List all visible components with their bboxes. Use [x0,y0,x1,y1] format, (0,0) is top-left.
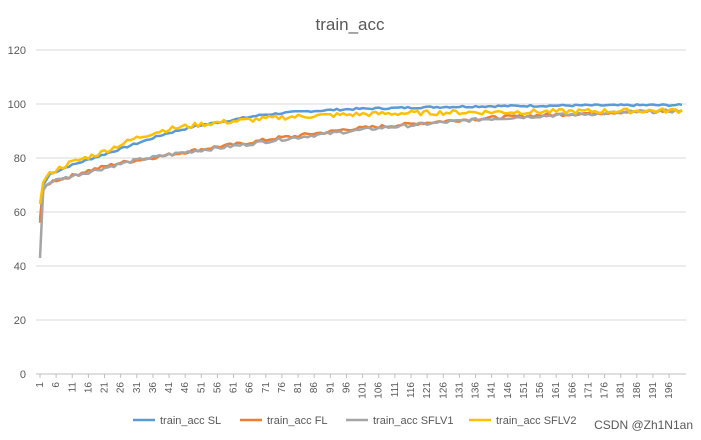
x-tick-label: 181 [616,382,627,399]
x-tick-label: 56 [212,382,223,394]
x-tick-label: 86 [309,382,320,394]
x-tick-label: 146 [503,382,514,399]
x-tick-label: 186 [632,382,643,399]
watermark: CSDN @Zh1N1an [594,418,693,432]
series-line [38,108,683,223]
y-tick-label: 20 [14,315,26,327]
y-tick-label: 60 [14,207,26,219]
x-tick-label: 151 [519,382,530,399]
x-tick-label: 131 [454,382,465,399]
y-tick-label: 40 [14,261,26,273]
x-tick-label: 166 [567,382,578,399]
series-line [38,102,683,221]
x-tick-label: 106 [374,382,385,399]
gridlines [36,49,686,375]
x-tick-label: 111 [390,382,401,398]
x-tick-label: 36 [148,382,159,394]
x-tick-label: 91 [325,382,336,394]
x-tick-label: 156 [535,382,546,399]
x-tick-label: 196 [664,382,675,399]
x-tick-label: 46 [180,382,191,394]
x-tick-label: 136 [471,382,482,399]
x-tick-label: 121 [422,382,433,399]
x-tick-label: 61 [229,382,240,394]
chart-title: train_acc [316,15,385,34]
x-tick-label: 51 [196,382,207,394]
x-tick-label: 116 [406,382,417,398]
x-tick-label: 71 [261,382,272,394]
y-tick-label: 0 [20,369,26,381]
y-tick-label: 120 [8,45,26,57]
series-lines [38,102,683,258]
legend-label: train_acc SL [160,415,221,427]
x-tick-label: 191 [648,382,659,399]
x-tick-label: 6 [51,382,62,388]
legend: train_acc SL train_acc FL train_acc SFLV1 t… [133,415,577,427]
x-tick-label: 26 [116,382,127,394]
x-tick-label: 31 [132,382,143,394]
x-axis-ticks: 1 6 11 16 21 26 31 36 41 46 51 56 61 66 71 76 81 86 91 96 10… [35,374,675,399]
series-line [38,107,683,205]
legend-label: train_acc SFLV2 [496,415,577,427]
x-tick-label: 101 [358,382,369,399]
legend-label: train_acc FL [267,415,328,427]
x-tick-label: 21 [100,382,111,394]
y-axis-ticks: 0 20 40 60 80 100 120 [8,45,26,381]
series-line [38,108,683,258]
x-tick-label: 141 [487,382,498,399]
x-tick-label: 11 [67,382,78,393]
x-tick-label: 176 [600,382,611,399]
y-tick-label: 100 [8,99,26,111]
legend-label: train_acc SFLV1 [373,415,454,427]
x-tick-label: 41 [164,382,175,394]
x-tick-label: 1 [35,382,46,388]
x-tick-label: 16 [83,382,94,394]
x-tick-label: 161 [551,382,562,399]
x-tick-label: 171 [583,382,594,399]
x-tick-label: 96 [341,382,352,394]
x-tick-label: 76 [277,382,288,394]
x-tick-label: 81 [293,382,304,394]
y-tick-label: 80 [14,153,26,165]
x-tick-label: 66 [245,382,256,394]
x-tick-label: 126 [438,382,449,399]
